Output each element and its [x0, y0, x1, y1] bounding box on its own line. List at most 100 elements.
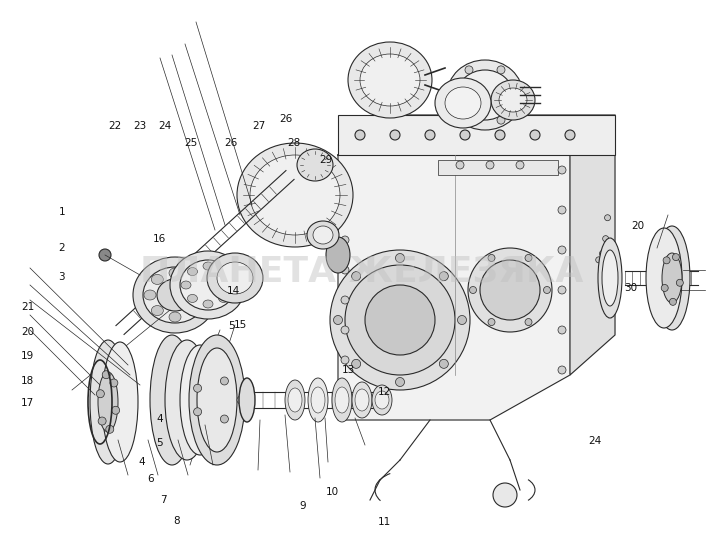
Circle shape	[330, 250, 470, 390]
Text: ПЛАНЕТА ЖЕЛЕЗЯКА: ПЛАНЕТА ЖЕЛЕЗЯКА	[141, 255, 584, 289]
Text: 6: 6	[147, 474, 154, 484]
Circle shape	[345, 265, 455, 375]
Ellipse shape	[375, 391, 389, 409]
Text: 25: 25	[184, 138, 197, 147]
Text: 19: 19	[21, 351, 34, 361]
Ellipse shape	[250, 155, 340, 235]
Circle shape	[493, 483, 517, 507]
Circle shape	[558, 166, 566, 174]
Circle shape	[96, 390, 104, 398]
Text: 24: 24	[588, 436, 601, 446]
Circle shape	[516, 161, 524, 169]
Ellipse shape	[157, 279, 193, 311]
Circle shape	[237, 396, 245, 404]
Circle shape	[465, 116, 473, 124]
Circle shape	[102, 370, 110, 379]
Circle shape	[513, 91, 521, 99]
Circle shape	[497, 66, 505, 74]
Ellipse shape	[352, 382, 372, 418]
Circle shape	[669, 298, 676, 305]
Text: 11: 11	[378, 517, 391, 527]
Circle shape	[457, 316, 466, 325]
Text: 27: 27	[252, 121, 265, 131]
Ellipse shape	[189, 335, 245, 465]
Text: 22: 22	[108, 121, 121, 131]
Text: 29: 29	[320, 156, 333, 165]
Text: 26: 26	[280, 114, 293, 123]
Text: 1: 1	[58, 207, 65, 217]
Ellipse shape	[225, 281, 235, 289]
Circle shape	[525, 319, 532, 325]
Circle shape	[676, 279, 684, 286]
Ellipse shape	[152, 274, 163, 285]
Circle shape	[220, 415, 228, 423]
Text: 14: 14	[227, 286, 240, 296]
Ellipse shape	[170, 251, 246, 319]
Circle shape	[468, 248, 552, 332]
Circle shape	[661, 285, 668, 292]
Circle shape	[497, 116, 505, 124]
Text: 12: 12	[378, 387, 391, 397]
Polygon shape	[338, 155, 570, 420]
Ellipse shape	[602, 250, 618, 306]
Circle shape	[558, 206, 566, 214]
Text: 3: 3	[58, 273, 65, 282]
Circle shape	[352, 271, 360, 281]
Circle shape	[439, 360, 448, 368]
Circle shape	[602, 236, 609, 242]
Ellipse shape	[181, 281, 191, 289]
Circle shape	[449, 91, 457, 99]
Circle shape	[605, 215, 610, 221]
Ellipse shape	[165, 340, 209, 460]
Circle shape	[480, 260, 540, 320]
Text: 5: 5	[228, 322, 236, 331]
Circle shape	[341, 356, 349, 364]
Circle shape	[439, 271, 448, 281]
Circle shape	[365, 285, 435, 355]
Text: 8: 8	[173, 516, 180, 526]
Ellipse shape	[144, 290, 156, 300]
Ellipse shape	[307, 221, 339, 249]
Text: 4: 4	[156, 414, 163, 424]
Text: 23: 23	[133, 121, 146, 131]
Circle shape	[495, 130, 505, 140]
Circle shape	[486, 161, 494, 169]
Ellipse shape	[662, 253, 682, 303]
Circle shape	[352, 360, 360, 368]
Text: 26: 26	[224, 138, 237, 147]
Ellipse shape	[332, 378, 352, 422]
Ellipse shape	[499, 88, 527, 112]
Ellipse shape	[288, 388, 302, 412]
Circle shape	[465, 66, 473, 74]
Circle shape	[112, 406, 120, 415]
Ellipse shape	[98, 372, 118, 432]
Text: 28: 28	[287, 138, 300, 147]
Circle shape	[341, 206, 349, 214]
Polygon shape	[338, 115, 615, 155]
Ellipse shape	[285, 380, 305, 420]
Ellipse shape	[133, 257, 217, 333]
Circle shape	[390, 130, 400, 140]
Circle shape	[194, 384, 202, 392]
Text: 10: 10	[326, 487, 339, 497]
Circle shape	[600, 250, 605, 256]
Text: 24: 24	[159, 121, 172, 131]
Text: 15: 15	[234, 320, 247, 330]
Circle shape	[341, 266, 349, 274]
Circle shape	[99, 249, 111, 261]
Ellipse shape	[435, 78, 491, 128]
Ellipse shape	[598, 238, 622, 318]
Ellipse shape	[218, 268, 228, 276]
Ellipse shape	[188, 294, 197, 302]
Ellipse shape	[308, 378, 328, 422]
Ellipse shape	[311, 387, 325, 413]
Text: 20: 20	[631, 221, 645, 231]
Ellipse shape	[152, 306, 163, 316]
Circle shape	[558, 366, 566, 374]
Ellipse shape	[491, 80, 535, 120]
Ellipse shape	[445, 87, 481, 119]
Ellipse shape	[313, 226, 333, 244]
Ellipse shape	[297, 149, 333, 181]
Ellipse shape	[355, 389, 369, 411]
Bar	[438, 160, 558, 175]
